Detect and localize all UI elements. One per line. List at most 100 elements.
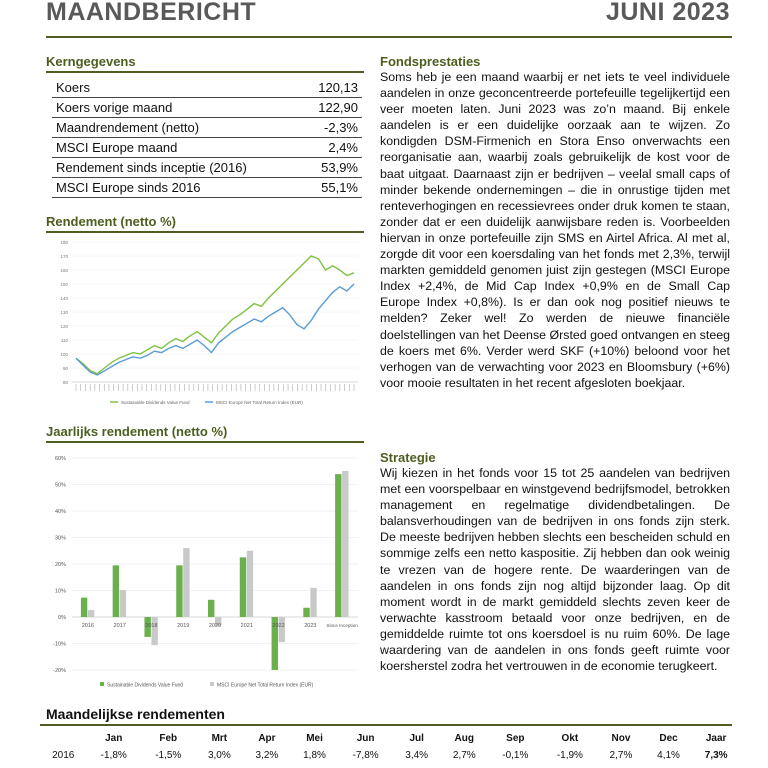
bar xyxy=(151,617,158,646)
table-row: Koers vorige maand 122,90 xyxy=(52,97,362,118)
x-tick-label: Since Inception xyxy=(326,623,358,628)
section-heading: Jaarlijks rendement (netto %) xyxy=(46,424,364,443)
y-tick-label: 150 xyxy=(60,282,68,287)
section-heading: Strategie xyxy=(380,450,436,465)
value-cell: 3,2% xyxy=(255,750,279,761)
bar xyxy=(278,617,285,643)
header-cell: Aug xyxy=(454,733,474,744)
x-tick-label: 2020 xyxy=(209,623,221,629)
bar xyxy=(176,565,183,617)
y-tick-label: 20% xyxy=(55,562,66,568)
paragraph: Wij kiezen in het fonds voor 15 tot 25 a… xyxy=(380,466,730,674)
line-series xyxy=(75,255,355,375)
value-cell: 1,8% xyxy=(303,750,326,761)
legend-label: Sustainable Dividends Value Fund xyxy=(107,683,183,689)
value-cell: -1,9% xyxy=(556,750,583,761)
value-cell: 2,7% xyxy=(452,750,476,761)
y-tick-label: 120 xyxy=(60,324,68,329)
bar xyxy=(119,589,127,617)
table-header-row: Jan Feb Mrt Apr Mei Jun Jul Aug Sep Okt Nov Dec Jaar xyxy=(40,730,740,747)
label-cell: MSCI Europe maand xyxy=(52,137,302,158)
x-tick-label: 2022 xyxy=(272,623,284,629)
bar xyxy=(310,587,317,617)
legend-swatch xyxy=(210,682,214,686)
header-cell: Dec xyxy=(659,733,678,744)
report-period: JUNI 2023 xyxy=(605,0,730,26)
y-tick-label: 130 xyxy=(60,310,68,315)
bar-chart: -20% -10% 0% 10% 20% 30% 40% 50% 60% 2016 2017 2018… xyxy=(53,456,358,689)
line-chart: 80 90 100 110 120 130 140 150 160 170 180 Sustainab… xyxy=(60,240,358,405)
x-tick-label: 2019 xyxy=(177,623,189,629)
header-cell: Jul xyxy=(409,733,424,744)
legend-label: MSCI Europe Net Total Return Index (EUR) xyxy=(216,400,303,405)
bar xyxy=(342,470,349,617)
legend-swatch xyxy=(100,682,104,686)
table-row: Rendement sinds inceptie (2016) 53,9% xyxy=(52,157,362,178)
value-cell: 2,7% xyxy=(609,750,633,761)
bar xyxy=(112,565,120,617)
y-tick-label: 160 xyxy=(60,268,68,273)
bar xyxy=(87,610,95,617)
header-cell: Apr xyxy=(258,733,276,744)
line-series xyxy=(75,283,355,376)
y-tick-label: 50% xyxy=(55,483,66,489)
key-figures-table: Koers 120,13 Koers vorige maand 122,90 Maand… xyxy=(52,78,362,198)
value-cell: 3,0% xyxy=(207,750,231,761)
y-tick-label: 10% xyxy=(55,589,66,595)
monthly-table: Jan Feb Mrt Apr Mei Jun Jul Aug Sep Okt Nov Dec Jaar… xyxy=(40,730,740,764)
table-row: Maandrendement (netto) -2,3% xyxy=(52,117,362,138)
section-heading: Kerngegevens xyxy=(46,54,364,73)
y-tick-label: 40% xyxy=(55,509,66,515)
value-cell: 122,90 xyxy=(301,97,362,118)
value-cell: 55,1% xyxy=(301,177,362,198)
legend-label: MSCI Europe Net Total Return Index (EUR) xyxy=(217,683,314,689)
x-tick-label: 2021 xyxy=(241,623,253,629)
value-cell: 120,13 xyxy=(301,78,362,98)
header-cell: Mrt xyxy=(211,733,228,744)
y-tick-label: 80 xyxy=(63,380,69,385)
bar xyxy=(335,474,342,617)
header-cell: Feb xyxy=(159,733,178,744)
value-cell: 7,3% xyxy=(704,750,728,761)
bar xyxy=(303,607,310,617)
value-cell: 4,1% xyxy=(657,750,680,761)
header-cell: Jaar xyxy=(705,733,727,744)
bar xyxy=(144,617,151,637)
value-cell: 3,4% xyxy=(405,750,429,761)
legend-label: Sustainable Dividends Value Fund xyxy=(121,400,190,405)
y-tick-label: 0% xyxy=(58,615,66,621)
section-rule xyxy=(40,724,732,726)
label-cell: Maandrendement (netto) xyxy=(52,117,302,138)
y-tick-label: 110 xyxy=(61,338,69,343)
table-row: MSCI Europe maand 2,4% xyxy=(52,137,362,158)
header-cell: Sep xyxy=(506,733,525,744)
value-cell: -1,5% xyxy=(155,750,182,761)
y-tick-label: 100 xyxy=(60,352,68,357)
value-cell: -7,8% xyxy=(352,750,379,761)
value-cell: -2,3% xyxy=(301,117,362,138)
y-tick-label: 60% xyxy=(55,456,66,462)
header-cell: Nov xyxy=(611,733,631,744)
value-cell: -1,8% xyxy=(100,750,127,761)
bar xyxy=(271,617,278,670)
report-title: MAANDBERICHT xyxy=(46,0,257,26)
section-heading: Maandelijkse rendementen xyxy=(46,706,225,722)
x-tick-label: 2017 xyxy=(114,623,126,629)
value-cell: 53,9% xyxy=(301,157,362,178)
y-tick-label: 30% xyxy=(55,536,66,542)
table-row: 2016 -1,8% -1,5% 3,0% 3,2% 1,8% -7,8% 3,4% 2,7% -… xyxy=(40,747,740,764)
bar xyxy=(215,617,222,626)
header-cell: Okt xyxy=(561,733,579,744)
label-cell: Koers vorige maand xyxy=(52,97,302,118)
bar xyxy=(80,597,88,617)
table-row: MSCI Europe sinds 2016 55,1% xyxy=(52,177,362,198)
header-cell: Mei xyxy=(306,733,323,744)
x-tick-label: 2023 xyxy=(304,623,316,629)
header-cell: Jan xyxy=(105,733,123,744)
label-cell: Rendement sinds inceptie (2016) xyxy=(52,157,302,178)
y-tick-label: -10% xyxy=(53,642,66,648)
year-cell: 2016 xyxy=(52,750,75,761)
label-cell: Koers xyxy=(52,78,302,98)
